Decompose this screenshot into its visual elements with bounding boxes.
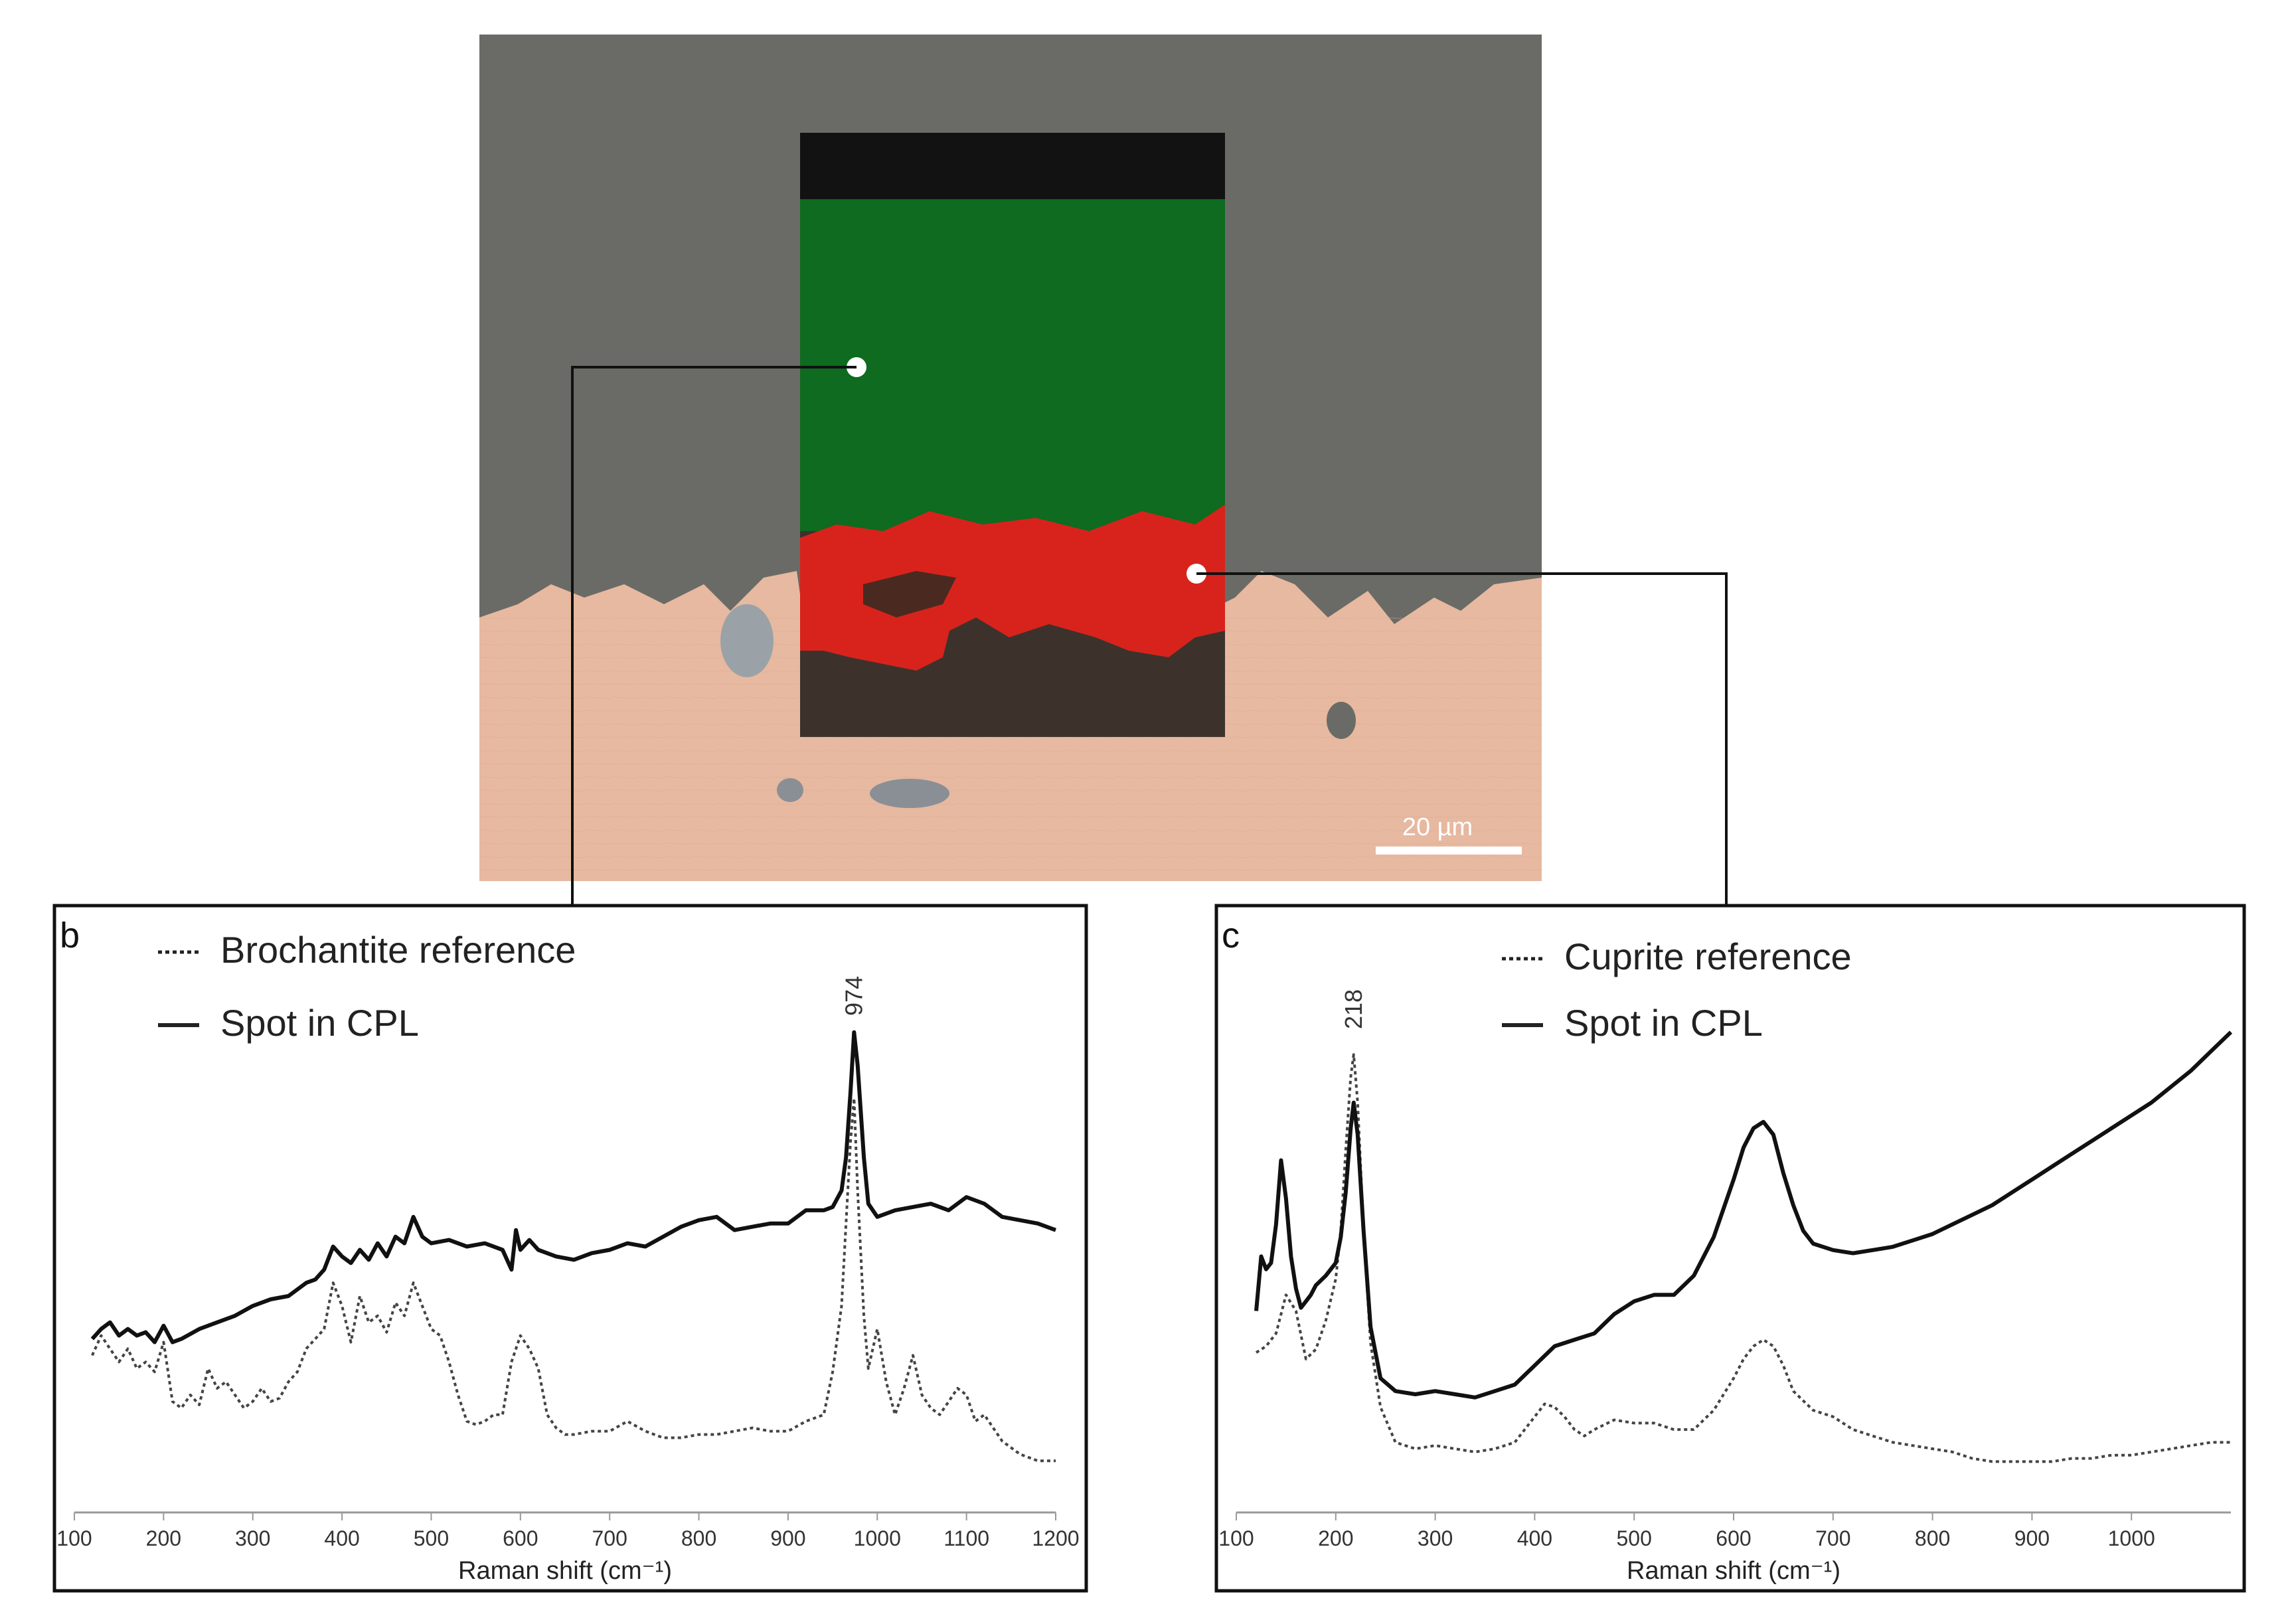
x-tick-label: 700 xyxy=(592,1526,627,1550)
x-tick-label: 400 xyxy=(1517,1526,1552,1550)
scale-bar-label: 20 µm xyxy=(1402,813,1473,841)
x-tick-label: 800 xyxy=(681,1526,716,1550)
x-tick-label: 200 xyxy=(146,1526,181,1550)
legend-label: Cuprite reference xyxy=(1564,935,1852,977)
x-tick-label: 900 xyxy=(2014,1526,2050,1550)
map-brown-pocket xyxy=(863,571,956,617)
x-tick-label: 800 xyxy=(1915,1526,1950,1550)
x-tick-label: 500 xyxy=(1617,1526,1652,1550)
scale-bar xyxy=(1376,847,1522,854)
x-tick-label: 100 xyxy=(56,1526,92,1550)
map-green-region xyxy=(800,199,1225,531)
series-reference-line xyxy=(1255,1053,2231,1463)
panel-b-label: b xyxy=(60,916,80,955)
gray-inclusion xyxy=(1327,702,1356,739)
x-tick-label: 1200 xyxy=(1032,1526,1079,1550)
micrograph-panel: 20 µm xyxy=(479,35,1542,881)
map-dark-top xyxy=(800,133,1225,206)
connector-line-c xyxy=(1196,572,1728,906)
x-tick-label: 600 xyxy=(503,1526,538,1550)
peak-label: 218 xyxy=(1340,989,1367,1029)
legend-label: Spot in CPL xyxy=(220,1002,419,1044)
series-spot-line xyxy=(1254,1030,2233,1400)
x-tick-label: 900 xyxy=(770,1526,805,1550)
raman-chart-b: 100 200 300 400 500 600 700 800 900 1000 1100 1200 R… xyxy=(56,929,1079,1585)
raman-chart-c: 100 200 300 400 500 600 700 800 900 1000 Raman shi… xyxy=(1218,935,2233,1585)
x-tick-label: 200 xyxy=(1318,1526,1353,1550)
x-tick-label: 400 xyxy=(324,1526,359,1550)
x-tick-label: 300 xyxy=(235,1526,270,1550)
connector-line-b xyxy=(571,366,857,906)
series-spot-line xyxy=(90,1030,1057,1344)
legend-label: Spot in CPL xyxy=(1564,1002,1763,1044)
x-tick-label: 1100 xyxy=(943,1526,989,1550)
x-tick-label: 700 xyxy=(1815,1526,1850,1550)
x-tick-label: 600 xyxy=(1716,1526,1751,1550)
series-reference-line xyxy=(91,1097,1056,1463)
x-tick-label: 500 xyxy=(414,1526,449,1550)
gray-inclusion xyxy=(720,604,774,677)
legend-label: Brochantite reference xyxy=(220,929,576,971)
x-tick-label: 1000 xyxy=(854,1526,901,1550)
panel-c-frame xyxy=(1214,904,2246,1593)
x-tick-label: 100 xyxy=(1218,1526,1254,1550)
map-red-region xyxy=(800,505,1225,671)
gray-inclusion xyxy=(870,779,949,808)
x-tick-label: 1000 xyxy=(2108,1526,2155,1550)
peak-label: 974 xyxy=(840,976,867,1016)
panel-b-frame xyxy=(52,904,1088,1593)
x-tick-label: 300 xyxy=(1418,1526,1453,1550)
x-axis-title: Raman shift (cm⁻¹) xyxy=(1627,1557,1840,1585)
x-axis-title: Raman shift (cm⁻¹) xyxy=(458,1557,672,1585)
panel-c-label: c xyxy=(1222,916,1240,955)
gray-inclusion xyxy=(777,778,803,802)
